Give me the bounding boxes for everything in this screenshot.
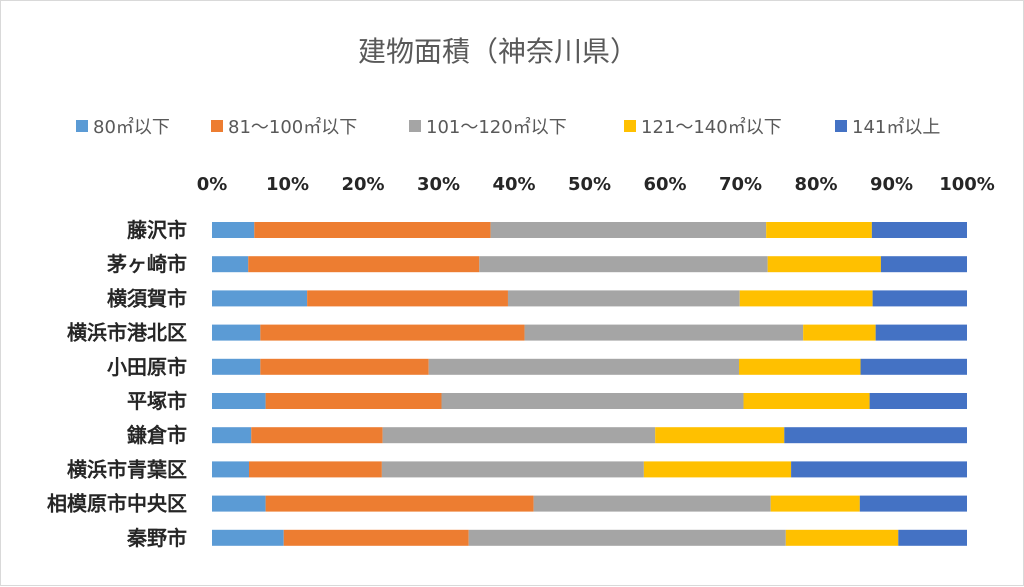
bar-segment <box>766 222 872 238</box>
bar-segment <box>860 358 967 375</box>
bar-segment <box>490 222 767 238</box>
bar-segment <box>898 529 967 546</box>
x-tick-label: 10% <box>266 174 309 195</box>
category-label: 横須賀市 <box>107 286 187 310</box>
bar-segment <box>738 358 861 375</box>
category-label: 秦野市 <box>126 526 187 550</box>
bar-segment <box>524 324 804 341</box>
bar-segment <box>468 529 786 546</box>
category-label: 茅ヶ崎市 <box>107 252 187 276</box>
x-tick-label: 30% <box>417 174 460 195</box>
legend-label: 81〜100㎡以下 <box>228 116 357 138</box>
x-tick-label: 0% <box>197 174 228 195</box>
x-tick-label: 40% <box>492 174 535 195</box>
bar-segment <box>441 393 744 409</box>
bar-segment <box>265 393 442 409</box>
x-tick-label: 90% <box>870 174 913 195</box>
bar-segment <box>212 256 249 273</box>
x-tick-label: 80% <box>794 174 837 195</box>
legend-swatch <box>409 120 421 132</box>
bar-segment <box>880 256 967 273</box>
bar-segment <box>248 256 480 273</box>
bar-segment <box>260 324 525 341</box>
category-label: 鎌倉市 <box>126 423 187 447</box>
bar-segment <box>248 461 382 478</box>
bar-segment <box>507 290 740 307</box>
bar-segment <box>875 324 967 341</box>
bar-segment <box>251 427 383 444</box>
bar-segment <box>212 427 252 444</box>
bar-segment <box>283 529 469 546</box>
bar-segment <box>655 427 785 444</box>
x-tick-label: 60% <box>643 174 686 195</box>
bar-segment <box>872 290 967 307</box>
bar-segment <box>265 495 534 512</box>
bar-segment <box>212 495 266 512</box>
bar-segment <box>743 393 870 409</box>
bar-segment <box>254 222 491 238</box>
legend: 80㎡以下 81〜100㎡以下 101〜120㎡以下 121〜140㎡以下 141㎡以上 <box>76 116 940 138</box>
x-tick-label: 50% <box>568 174 611 195</box>
legend-swatch <box>835 120 847 132</box>
x-tick-label: 70% <box>719 174 762 195</box>
category-label: 平塚市 <box>127 389 187 413</box>
legend-swatch <box>624 120 636 132</box>
bar-segment <box>212 222 255 238</box>
bar-segment <box>212 358 261 375</box>
bar-segment <box>382 427 656 444</box>
legend-label: 80㎡以下 <box>93 116 170 138</box>
bar-segment <box>869 393 967 409</box>
bar-segment <box>533 495 771 512</box>
bar-segment <box>791 461 967 478</box>
category-label: 横浜市港北区 <box>67 321 187 345</box>
bar-segment <box>212 393 266 409</box>
category-label: 相模原市中央区 <box>47 492 187 516</box>
plot-area <box>212 222 967 546</box>
bar-segment <box>859 495 967 512</box>
bar-segment <box>212 461 249 478</box>
bar-segment <box>212 290 308 307</box>
legend-label: 121〜140㎡以下 <box>641 116 782 138</box>
bar-segment <box>212 324 261 341</box>
category-label: 横浜市青葉区 <box>67 457 187 481</box>
bar-segment <box>767 256 881 273</box>
bar-segment <box>871 222 967 238</box>
x-tick-label: 20% <box>341 174 384 195</box>
legend-label: 141㎡以上 <box>852 116 940 138</box>
bar-segment <box>428 358 739 375</box>
legend-swatch <box>211 120 223 132</box>
y-axis: 藤沢市茅ヶ崎市横須賀市横浜市港北区小田原市平塚市鎌倉市横浜市青葉区相模原市中央区… <box>47 218 187 550</box>
chart-title: 建物面積（神奈川県） <box>358 35 638 68</box>
category-label: 藤沢市 <box>126 218 187 242</box>
x-tick-label: 100% <box>939 174 995 195</box>
category-label: 小田原市 <box>107 355 187 379</box>
bar-segment <box>784 427 967 444</box>
bar-segment <box>785 529 899 546</box>
bar-segment <box>803 324 876 341</box>
bar-segment <box>212 529 284 546</box>
bar-segment <box>260 358 429 375</box>
x-axis: 0% 10% 20% 30% 40% 50% 60% 70% 80% 90% 100% <box>197 174 995 195</box>
bar-segment <box>381 461 644 478</box>
legend-swatch <box>76 120 88 132</box>
legend-label: 101〜120㎡以下 <box>426 116 567 138</box>
bar-segment <box>739 290 873 307</box>
bar-segment <box>770 495 860 512</box>
bar-segment <box>643 461 792 478</box>
bar-segment <box>307 290 508 307</box>
bar-segment <box>479 256 768 273</box>
